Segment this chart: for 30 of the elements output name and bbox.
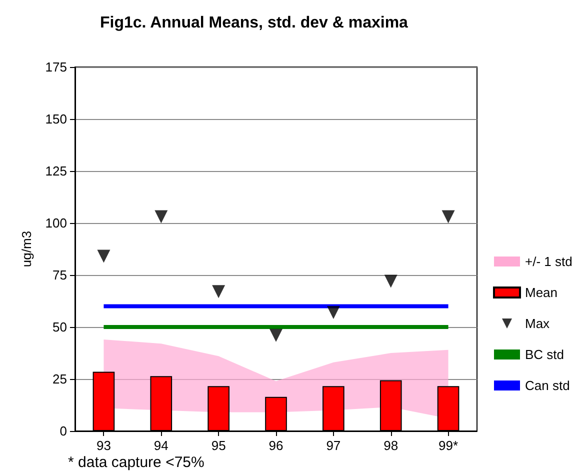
x-tick-label: 94 (154, 438, 168, 453)
y-tick-label: 25 (52, 372, 67, 386)
legend-label: Mean (525, 285, 558, 300)
legend-label: Can std (525, 378, 570, 393)
x-tick-label: 95 (211, 438, 226, 453)
y-tick-label: 175 (45, 60, 67, 74)
point (154, 210, 168, 224)
chart-title: Fig1c. Annual Means, std. dev & maxima (100, 14, 408, 32)
x-tick-label: 98 (384, 438, 398, 453)
point (384, 274, 398, 288)
y-axis-title: ug/m3 (19, 230, 34, 268)
text: * data capture <75% (68, 454, 204, 471)
point (212, 285, 226, 298)
point (97, 250, 110, 263)
y-tick-label: 125 (45, 164, 67, 178)
point (326, 306, 340, 319)
x-tick-label: 99* (438, 438, 458, 453)
x-tick-label: 97 (326, 438, 341, 453)
legend-label: +/- 1 std (525, 254, 572, 269)
x-tick-label: 93 (96, 438, 111, 453)
legend-label: Max (525, 316, 550, 331)
y-tick-label: 50 (52, 320, 67, 334)
x-tick-label: 96 (268, 438, 284, 453)
y-tick-label: 150 (45, 112, 67, 126)
y-tick-label: 100 (45, 216, 67, 230)
legend-label: BC std (525, 347, 564, 362)
y-tick-label: 0 (60, 424, 67, 438)
point (442, 210, 455, 224)
y-tick-label: 75 (52, 268, 67, 282)
point (270, 328, 282, 342)
